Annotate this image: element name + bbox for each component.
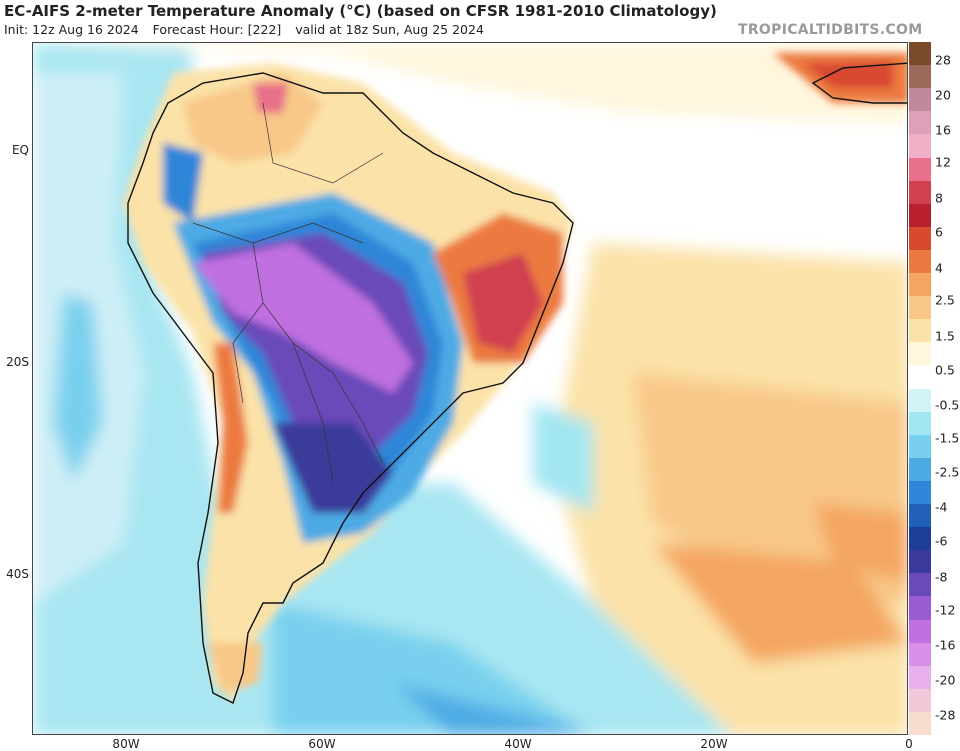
colorbar-segment — [909, 642, 931, 667]
colorbar — [909, 42, 931, 736]
colorbar-segment — [909, 504, 931, 528]
colorbar-label: 8 — [935, 190, 943, 206]
colorbar-segment — [909, 203, 931, 228]
colorbar-segment — [909, 157, 931, 182]
brand-watermark[interactable]: TROPICALTIDBITS.COM — [738, 22, 923, 38]
colorbar-segment — [909, 180, 931, 205]
colorbar-segment — [909, 319, 931, 343]
colorbar-segment — [909, 296, 931, 320]
colorbar-segment — [909, 527, 931, 551]
colorbar-segment — [909, 273, 931, 297]
colorbar-segment — [909, 550, 931, 574]
country-borders — [192, 102, 384, 484]
colorbar-segment — [909, 88, 931, 112]
colorbar-segment — [909, 411, 931, 436]
coastlines — [127, 62, 907, 704]
colorbar-label: 0.5 — [935, 362, 955, 378]
colorbar-label: -16 — [935, 637, 956, 653]
colorbar-segment — [909, 249, 931, 274]
chart-title: EC-AIFS 2-meter Temperature Anomaly (°C)… — [4, 2, 717, 20]
colorbar-segment — [909, 226, 931, 251]
colorbar-label: -20 — [935, 672, 956, 688]
colorbar-label: -12 — [935, 602, 956, 618]
land-anomaly-fields — [123, 53, 907, 703]
lat-label: 40S — [6, 567, 29, 581]
colorbar-label: -4 — [935, 499, 948, 515]
colorbar-label: -6 — [935, 533, 948, 549]
lon-label: 20W — [700, 737, 728, 751]
colorbar-segment — [909, 573, 931, 597]
colorbar-label: -8 — [935, 569, 948, 585]
colorbar-segment — [909, 42, 931, 66]
colorbar-label: 28 — [935, 52, 951, 68]
colorbar-label: 1.5 — [935, 328, 955, 344]
colorbar-segment — [909, 619, 931, 644]
anomaly-map — [32, 42, 908, 735]
colorbar-label: 16 — [935, 122, 951, 138]
colorbar-label: -0.5 — [935, 397, 960, 413]
colorbar-segment — [909, 365, 931, 389]
lon-label: 60W — [308, 737, 336, 751]
init-time: Init: 12z Aug 16 2024 — [4, 22, 139, 37]
colorbar-segment — [909, 480, 931, 505]
forecast-hour: Forecast Hour: [222] — [152, 22, 282, 37]
chart-subtitle: Init: 12z Aug 16 2024 Forecast Hour: [22… — [4, 22, 494, 37]
colorbar-segment — [909, 342, 931, 366]
lon-label: 40W — [504, 737, 532, 751]
colorbar-segment — [909, 596, 931, 620]
colorbar-segment — [909, 457, 931, 482]
lon-label: 0 — [905, 737, 913, 751]
colorbar-segment — [909, 688, 931, 713]
lat-label: EQ — [11, 143, 29, 157]
colorbar-segment — [909, 65, 931, 89]
colorbar-label: -1.5 — [935, 430, 960, 446]
colorbar-label: 12 — [935, 154, 951, 170]
lon-label: 80W — [112, 737, 140, 751]
colorbar-label: 20 — [935, 87, 951, 103]
colorbar-label: -28 — [935, 707, 956, 723]
ocean-anomaly-fields — [33, 43, 907, 734]
colorbar-segment — [909, 111, 931, 135]
colorbar-segment — [909, 134, 931, 158]
colorbar-label: 6 — [935, 224, 943, 240]
colorbar-segment — [909, 711, 931, 736]
colorbar-label: 2.5 — [935, 292, 955, 308]
colorbar-segment — [909, 434, 931, 459]
valid-time: valid at 18z Sun, Aug 25 2024 — [295, 22, 484, 37]
colorbar-label: 4 — [935, 260, 943, 276]
lat-label: 20S — [6, 355, 29, 369]
colorbar-segment — [909, 388, 931, 413]
map-canvas — [33, 43, 907, 734]
colorbar-label: -2.5 — [935, 464, 960, 480]
colorbar-segment — [909, 665, 931, 690]
